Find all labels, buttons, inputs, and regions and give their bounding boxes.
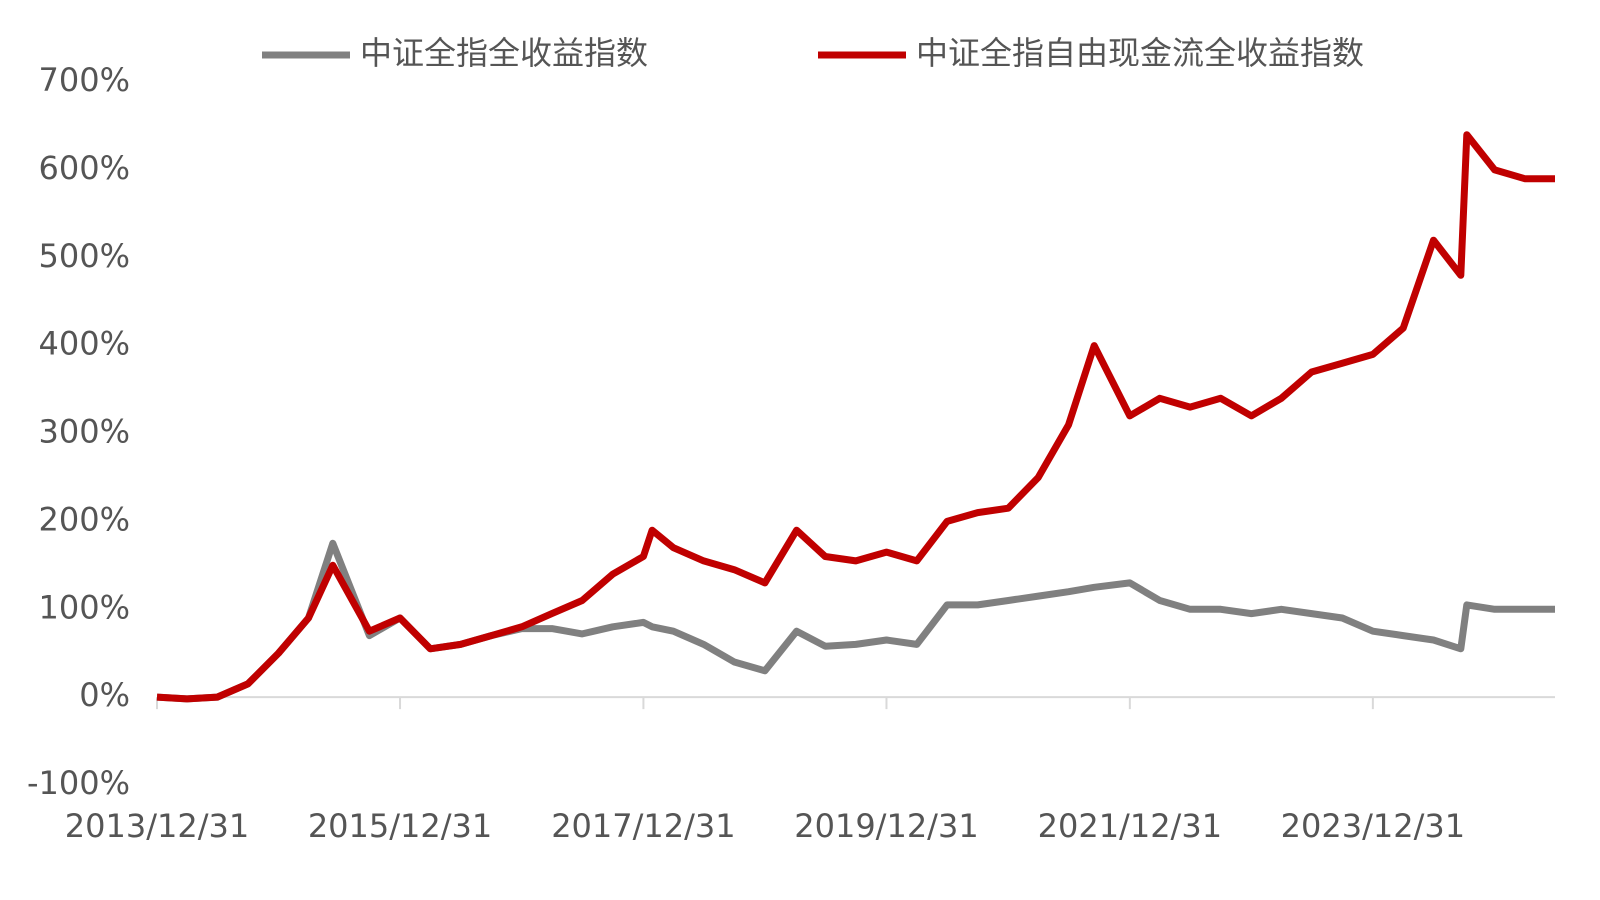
y-tick-label: 300% bbox=[39, 413, 130, 451]
x-tick-label: 2021/12/31 bbox=[1038, 807, 1222, 845]
y-tick-label: 100% bbox=[39, 588, 130, 626]
y-tick-label: -100% bbox=[27, 764, 130, 802]
legend-label: 中证全指自由现金流全收益指数 bbox=[916, 34, 1364, 72]
series-line bbox=[156, 131, 1555, 703]
y-tick-label: 700% bbox=[39, 61, 130, 99]
y-tick-label: 200% bbox=[39, 500, 130, 538]
x-tick-label: 2023/12/31 bbox=[1281, 807, 1465, 845]
y-tick-label: 500% bbox=[39, 237, 130, 275]
x-tick-label: 2015/12/31 bbox=[308, 807, 492, 845]
x-tick-label: 2017/12/31 bbox=[551, 807, 735, 845]
x-tick-label: 2019/12/31 bbox=[794, 807, 978, 845]
y-tick-label: 0% bbox=[79, 676, 130, 714]
y-tick-label: 400% bbox=[39, 325, 130, 363]
legend-label: 中证全指全收益指数 bbox=[360, 34, 648, 72]
x-tick-label: 2013/12/31 bbox=[65, 807, 249, 845]
y-tick-label: 600% bbox=[39, 149, 130, 187]
